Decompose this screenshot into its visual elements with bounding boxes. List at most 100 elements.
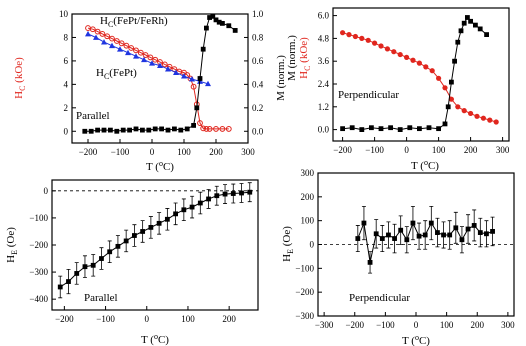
data-point [164, 216, 170, 222]
data-point [156, 220, 162, 226]
y-axis-label: HE (Oe) [5, 227, 19, 263]
data-point [365, 37, 371, 43]
data-point [477, 230, 483, 235]
data-point [213, 17, 219, 23]
x-tick-label: 100 [440, 320, 454, 330]
annotation-fept-ferh: HC(FePt/FeRh) [100, 15, 168, 29]
x-tick-label: 0 [414, 320, 419, 330]
panel-perpendicular-hc-marks [340, 15, 499, 132]
data-point [137, 49, 144, 56]
data-point [197, 120, 203, 126]
data-point [214, 193, 220, 199]
y-tick-label-right: 1.0 [252, 9, 264, 19]
data-point [455, 104, 461, 110]
data-point [447, 232, 453, 238]
data-point [123, 42, 130, 49]
data-point [416, 60, 422, 66]
x-tick-label: 100 [181, 314, 195, 324]
data-point [210, 13, 216, 19]
data-point [436, 75, 442, 81]
data-point [441, 232, 446, 238]
data-point [115, 243, 121, 249]
data-point [349, 125, 355, 131]
x-tick-label: −300 [315, 320, 334, 330]
plot-frame [51, 179, 259, 311]
data-point [225, 126, 232, 132]
data-point [161, 61, 168, 68]
x-tick-label: −200 [333, 145, 352, 155]
data-point [101, 127, 107, 133]
data-point [361, 220, 367, 226]
data-point [114, 128, 120, 134]
y-tick-label: −300 [295, 311, 314, 321]
data-point [239, 190, 244, 196]
x-tick-label: −200 [79, 147, 98, 157]
data-point [436, 126, 441, 132]
data-point [487, 117, 493, 123]
data-point [384, 46, 390, 52]
data-point [219, 126, 226, 132]
panel-perpendicular-he-marks [318, 205, 514, 274]
x-tick-label: −100 [111, 147, 130, 157]
y-tick-label: −200 [295, 287, 314, 297]
x-tick-label: 0 [145, 314, 150, 324]
data-point [477, 26, 483, 32]
data-point [429, 68, 435, 74]
x-tick-label: 200 [209, 147, 223, 157]
data-point [94, 28, 101, 35]
y-tick-label: −400 [29, 294, 48, 304]
data-point [118, 40, 125, 47]
y-tick-label: 8 [64, 32, 69, 42]
y-tick-label-right: 0.8 [252, 32, 264, 42]
panel-perpendicular-hc: −200 −100 0 100 200 300 0.0 1.2 2.4 3.6 4.8 6.0 T (… [286, 7, 510, 172]
x-tick-label: −100 [96, 314, 115, 324]
data-point [372, 40, 378, 46]
data-point [442, 85, 448, 91]
data-point [448, 96, 454, 102]
data-point [203, 126, 210, 132]
plot-frame [332, 7, 510, 142]
y-tick-label-right: 0.0 [252, 126, 264, 136]
data-point [391, 49, 397, 55]
panel-perpendicular-he-ticks: −300 −200 −100 0 100 200 300 300 200 100 0 −100 −200… [295, 168, 515, 330]
data-point [90, 262, 96, 268]
y-tick-label-right: 0.4 [252, 79, 264, 89]
y-axis-label-right: M (norm.) [275, 55, 287, 101]
data-point [132, 233, 137, 238]
data-point [490, 228, 495, 234]
y-tick-label: 4.8 [318, 33, 330, 43]
data-point [99, 31, 106, 37]
data-point [125, 49, 131, 56]
data-point [82, 264, 88, 270]
data-point [359, 35, 365, 42]
data-point [141, 56, 147, 63]
data-point [148, 224, 154, 230]
data-point [461, 20, 467, 26]
y-tick-label: 300 [301, 168, 315, 178]
data-point [474, 113, 480, 119]
panel-perpendicular-he: −300 −200 −100 0 100 200 300 300 200 100 0 −100 −200… [281, 168, 515, 346]
annotation-fept: HC(FePt) [96, 67, 137, 81]
data-point [442, 121, 448, 127]
data-point [379, 236, 385, 241]
data-point [359, 127, 365, 132]
data-point [369, 125, 374, 131]
data-point [404, 237, 410, 243]
x-axis-label: T (oC) [402, 333, 430, 346]
x-tick-label: 0 [150, 147, 155, 157]
data-point [205, 80, 211, 87]
data-point [133, 126, 139, 132]
data-point [422, 232, 428, 238]
data-point [471, 223, 477, 228]
data-point [386, 232, 391, 238]
y-tick-label: 0.0 [318, 125, 330, 135]
data-point [388, 125, 393, 131]
data-point [416, 233, 422, 239]
data-point [367, 259, 373, 265]
data-point [140, 127, 145, 133]
annotation-parallel: Parallel [76, 110, 110, 122]
data-point [213, 126, 219, 132]
data-point [458, 28, 464, 34]
data-point [465, 226, 471, 232]
y-tick-label: 0 [64, 126, 69, 136]
